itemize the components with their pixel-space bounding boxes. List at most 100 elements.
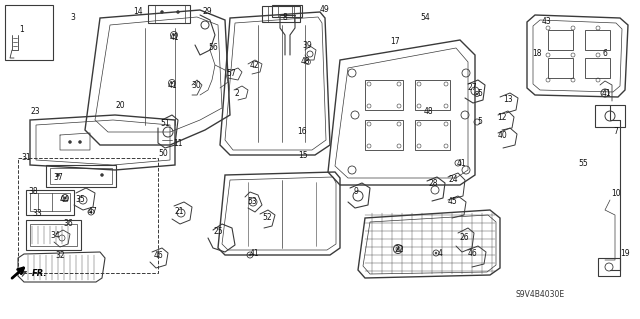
- Text: 2: 2: [235, 88, 239, 98]
- Text: 31: 31: [21, 153, 31, 162]
- Text: 13: 13: [503, 95, 513, 105]
- Text: 17: 17: [390, 38, 400, 47]
- Text: 20: 20: [115, 101, 125, 110]
- Bar: [598, 258, 620, 276]
- Circle shape: [249, 254, 251, 256]
- Text: 29: 29: [202, 8, 212, 17]
- Text: 3: 3: [70, 13, 76, 23]
- Text: 40: 40: [497, 131, 507, 140]
- Text: 48: 48: [300, 57, 310, 66]
- Text: 8: 8: [283, 13, 287, 23]
- Text: 26: 26: [459, 233, 469, 241]
- Text: FR.: FR.: [32, 270, 47, 278]
- Bar: [262, 6, 300, 22]
- Text: 14: 14: [133, 8, 143, 17]
- Bar: [148, 5, 190, 23]
- Text: 24: 24: [448, 174, 458, 183]
- Text: 46: 46: [153, 251, 163, 261]
- Circle shape: [64, 197, 66, 199]
- Circle shape: [100, 174, 104, 176]
- Text: 55: 55: [578, 159, 588, 167]
- Text: 19: 19: [620, 249, 630, 258]
- Text: 22: 22: [394, 244, 404, 254]
- Bar: [585, 30, 610, 50]
- Text: 4: 4: [438, 249, 442, 257]
- Bar: [272, 5, 302, 17]
- Text: 42: 42: [249, 62, 259, 70]
- Text: 25: 25: [213, 227, 223, 236]
- Text: 50: 50: [158, 150, 168, 159]
- Text: 35: 35: [75, 196, 85, 204]
- Text: 41: 41: [456, 159, 466, 167]
- Text: 44: 44: [59, 196, 69, 204]
- Text: 7: 7: [614, 128, 618, 137]
- Text: 28: 28: [428, 179, 438, 188]
- Circle shape: [90, 211, 92, 213]
- Text: 41: 41: [167, 81, 177, 91]
- Text: 11: 11: [173, 139, 183, 149]
- Text: 56: 56: [208, 43, 218, 53]
- Bar: [415, 80, 450, 110]
- Circle shape: [79, 140, 81, 144]
- Text: 54: 54: [420, 13, 430, 23]
- Bar: [585, 58, 610, 78]
- Text: 43: 43: [541, 18, 551, 26]
- Bar: [30, 193, 70, 211]
- Text: S9V4B4030E: S9V4B4030E: [515, 290, 564, 299]
- Text: 48: 48: [423, 108, 433, 116]
- Text: 52: 52: [262, 213, 272, 222]
- Text: 34: 34: [50, 232, 60, 241]
- Text: 51: 51: [160, 120, 170, 129]
- Circle shape: [171, 82, 173, 84]
- Text: 37: 37: [53, 174, 63, 182]
- Text: 23: 23: [30, 107, 40, 115]
- Circle shape: [161, 11, 163, 13]
- Text: 53: 53: [247, 197, 257, 206]
- Text: 30: 30: [191, 81, 201, 91]
- Text: 46: 46: [468, 249, 478, 257]
- Circle shape: [397, 248, 399, 250]
- Text: 12: 12: [497, 114, 507, 122]
- Text: 5: 5: [477, 90, 483, 99]
- Text: 36: 36: [63, 219, 73, 228]
- Text: 15: 15: [298, 151, 308, 160]
- Circle shape: [177, 11, 179, 13]
- Text: 27: 27: [467, 83, 477, 92]
- Text: 32: 32: [55, 251, 65, 261]
- Bar: [365, 120, 403, 150]
- Bar: [415, 120, 450, 150]
- Text: 6: 6: [603, 49, 607, 58]
- Circle shape: [68, 140, 72, 144]
- Text: 57: 57: [226, 69, 236, 78]
- Bar: [46, 165, 116, 187]
- Text: 41: 41: [169, 33, 179, 42]
- Text: 39: 39: [302, 41, 312, 49]
- Bar: [50, 168, 112, 184]
- Text: 10: 10: [611, 189, 621, 198]
- Text: 18: 18: [532, 49, 541, 58]
- Bar: [18, 158, 158, 273]
- Bar: [5, 5, 53, 60]
- Circle shape: [476, 93, 478, 95]
- Text: 5: 5: [477, 117, 483, 127]
- Bar: [26, 190, 74, 215]
- Text: 21: 21: [174, 206, 184, 216]
- Text: 9: 9: [353, 187, 358, 196]
- Text: 45: 45: [448, 197, 458, 205]
- Bar: [26, 220, 81, 250]
- Text: 1: 1: [20, 26, 24, 34]
- Text: 41: 41: [249, 249, 259, 258]
- Bar: [548, 30, 573, 50]
- Bar: [30, 224, 77, 246]
- Circle shape: [435, 252, 437, 254]
- Text: 38: 38: [28, 188, 38, 197]
- Circle shape: [173, 34, 175, 36]
- Bar: [548, 58, 573, 78]
- Text: 33: 33: [32, 209, 42, 218]
- Text: 16: 16: [297, 127, 307, 136]
- Circle shape: [56, 174, 60, 176]
- Bar: [595, 105, 625, 127]
- Text: 47: 47: [88, 207, 98, 217]
- Text: 41: 41: [601, 88, 611, 98]
- Bar: [365, 80, 403, 110]
